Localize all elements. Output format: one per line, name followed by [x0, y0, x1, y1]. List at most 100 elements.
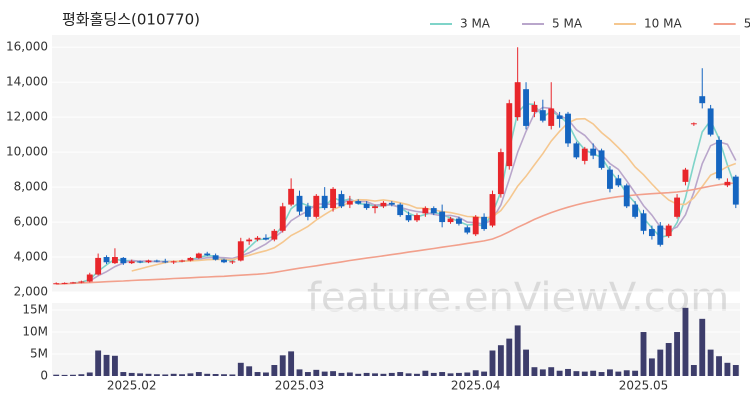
volume-bar	[414, 373, 420, 376]
volume-bar	[187, 373, 194, 376]
volume-bar	[489, 350, 496, 376]
volume-bar	[246, 366, 253, 376]
candle-body	[615, 178, 622, 186]
y-tick-label: 5M	[30, 347, 48, 361]
volume-bar	[464, 372, 471, 376]
candle-body	[120, 257, 127, 264]
volume-bar	[607, 369, 613, 376]
volume-bar	[95, 350, 102, 376]
volume-bar	[405, 373, 412, 376]
volume-bar	[439, 372, 446, 376]
candle-body	[414, 215, 420, 221]
volume-bar	[162, 374, 169, 376]
candle-body	[598, 150, 605, 168]
candle-body	[497, 152, 504, 195]
volume-bar	[447, 373, 454, 376]
y-tick-label: 10M	[22, 325, 48, 339]
candle-body	[263, 237, 269, 240]
volume-bar	[640, 332, 647, 376]
candle-body	[556, 115, 563, 119]
candle-body	[321, 195, 328, 209]
volume-bar	[699, 318, 706, 376]
candle-body	[405, 215, 412, 221]
candle-body	[472, 216, 479, 235]
candle-body	[690, 123, 697, 125]
candle-body	[573, 143, 580, 158]
candle-body	[372, 206, 378, 209]
legend-label: 5 MA	[552, 17, 583, 31]
candle-body	[179, 260, 185, 262]
volume-bar	[573, 371, 580, 376]
volume-bar	[179, 374, 185, 376]
volume-bar	[648, 358, 655, 376]
y-tick-label: 12,000	[6, 110, 48, 124]
price-panel	[52, 35, 740, 292]
volume-bar	[422, 370, 429, 376]
volume-bar	[330, 371, 337, 376]
volume-bar	[716, 356, 722, 376]
candle-body	[271, 230, 278, 240]
candle-body	[581, 148, 588, 161]
volume-bar	[632, 370, 639, 376]
candle-body	[481, 216, 488, 230]
volume-bar	[128, 372, 135, 376]
volume-bar	[338, 372, 345, 376]
x-tick-label: 2025.05	[619, 379, 669, 393]
candle-body	[145, 260, 152, 263]
volume-bar	[623, 370, 630, 376]
y-tick-label: 14,000	[6, 75, 48, 89]
candle-body	[657, 225, 664, 245]
volume-bar	[565, 368, 571, 376]
candle-body	[548, 108, 555, 126]
volume-bar	[137, 373, 144, 376]
volume-bar	[397, 372, 404, 376]
candle-body	[607, 169, 613, 189]
candle-body	[221, 259, 227, 263]
volume-bar	[120, 372, 127, 376]
candle-body	[346, 201, 353, 205]
y-tick-label: 0	[40, 369, 48, 383]
volume-bar	[78, 374, 85, 376]
candle-body	[699, 96, 706, 104]
volume-bar	[204, 373, 211, 376]
candle-body	[254, 237, 261, 240]
volume-bar	[690, 365, 697, 376]
volume-bar	[615, 371, 622, 376]
candle-body	[137, 261, 144, 263]
candle-body	[716, 139, 722, 179]
candle-body	[430, 208, 437, 214]
candle-body	[61, 282, 68, 284]
candle-body	[455, 218, 462, 224]
x-tick-label: 2025.03	[275, 379, 325, 393]
candle-body	[237, 241, 244, 261]
volume-bar	[254, 372, 261, 376]
candle-body	[732, 176, 739, 205]
volume-bar	[657, 349, 664, 376]
legend-label: 50 MA	[744, 17, 750, 31]
candle-body	[313, 195, 320, 217]
volume-bar	[346, 372, 353, 376]
volume-panel	[52, 303, 740, 376]
volume-bar	[271, 365, 278, 376]
volume-bar	[86, 372, 93, 376]
candle-body	[103, 257, 110, 263]
candle-body	[632, 204, 639, 217]
candle-body	[531, 104, 538, 112]
volume-bar	[372, 373, 378, 376]
y-tick-label: 8,000	[14, 180, 48, 194]
candle-body	[388, 202, 395, 205]
candle-body	[707, 108, 714, 135]
candle-body	[590, 148, 597, 156]
volume-bar	[212, 374, 219, 376]
volume-bar	[195, 372, 202, 376]
volume-bar	[70, 374, 76, 376]
candle-body	[464, 227, 471, 233]
candle-body	[539, 110, 546, 121]
volume-bar	[590, 370, 597, 376]
candle-body	[640, 213, 647, 231]
x-tick-label: 2025.02	[107, 379, 157, 393]
candle-body	[523, 89, 529, 126]
volume-bar	[707, 349, 714, 376]
volume-bar	[598, 372, 605, 376]
volume-bar	[170, 373, 177, 376]
